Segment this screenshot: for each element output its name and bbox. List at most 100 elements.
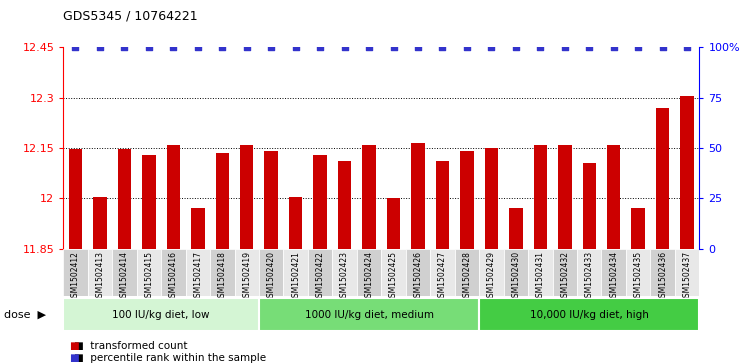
Point: [167, 44, 179, 50]
Point: [289, 44, 301, 50]
Bar: [259, 249, 283, 296]
Bar: [461, 151, 474, 249]
Bar: [607, 145, 620, 249]
Point: [266, 44, 278, 50]
Bar: [68, 148, 82, 249]
Bar: [259, 298, 479, 331]
Point: [69, 44, 81, 50]
Bar: [63, 298, 259, 331]
Text: ■  transformed count: ■ transformed count: [74, 340, 188, 351]
Bar: [558, 145, 571, 249]
Point: [388, 44, 400, 50]
Point: [118, 44, 130, 50]
Bar: [533, 145, 547, 249]
Bar: [583, 163, 596, 249]
Bar: [509, 208, 522, 249]
Point: [485, 44, 497, 50]
Text: GSM1502415: GSM1502415: [144, 251, 153, 302]
Point: [583, 44, 595, 50]
Bar: [455, 249, 479, 296]
Text: 100 IU/kg diet, low: 100 IU/kg diet, low: [112, 310, 210, 320]
Bar: [528, 249, 553, 296]
Bar: [405, 249, 430, 296]
Bar: [216, 153, 229, 249]
Text: GSM1502421: GSM1502421: [291, 251, 300, 302]
Bar: [289, 197, 302, 249]
Bar: [88, 249, 112, 296]
Point: [682, 44, 693, 50]
Text: GSM1502422: GSM1502422: [315, 251, 324, 302]
Bar: [553, 249, 577, 296]
Bar: [338, 161, 351, 249]
Text: GSM1502436: GSM1502436: [658, 251, 667, 302]
Bar: [167, 145, 180, 249]
Bar: [650, 249, 675, 296]
Bar: [234, 249, 259, 296]
Text: GSM1502428: GSM1502428: [463, 251, 472, 302]
Bar: [382, 249, 405, 296]
Text: GSM1502432: GSM1502432: [560, 251, 569, 302]
Bar: [632, 208, 645, 249]
Text: GSM1502431: GSM1502431: [536, 251, 545, 302]
Bar: [63, 249, 88, 296]
Bar: [283, 249, 308, 296]
Text: GSM1502429: GSM1502429: [487, 251, 496, 302]
Text: ■: ■: [69, 340, 79, 351]
Text: GSM1502425: GSM1502425: [389, 251, 398, 302]
Bar: [577, 249, 601, 296]
Bar: [142, 155, 155, 249]
Point: [608, 44, 620, 50]
Point: [143, 44, 155, 50]
Text: GSM1502430: GSM1502430: [511, 251, 520, 302]
Text: dose  ▶: dose ▶: [4, 310, 45, 320]
Bar: [112, 249, 137, 296]
Text: GSM1502417: GSM1502417: [193, 251, 202, 302]
Bar: [308, 249, 333, 296]
Text: ■: ■: [69, 352, 79, 363]
Text: GSM1502413: GSM1502413: [95, 251, 104, 302]
Text: GSM1502412: GSM1502412: [71, 251, 80, 302]
Point: [510, 44, 522, 50]
Text: GSM1502434: GSM1502434: [609, 251, 618, 302]
Bar: [430, 249, 455, 296]
Bar: [313, 155, 327, 249]
Text: GSM1502419: GSM1502419: [243, 251, 251, 302]
Text: 10,000 IU/kg diet, high: 10,000 IU/kg diet, high: [530, 310, 649, 320]
Bar: [240, 144, 254, 249]
Bar: [656, 107, 670, 249]
Point: [559, 44, 571, 50]
Point: [461, 44, 473, 50]
Text: GSM1502426: GSM1502426: [414, 251, 423, 302]
Text: GSM1502435: GSM1502435: [634, 251, 643, 302]
Text: GSM1502433: GSM1502433: [585, 251, 594, 302]
Point: [314, 44, 326, 50]
Point: [534, 44, 546, 50]
Bar: [191, 208, 205, 249]
Bar: [601, 249, 626, 296]
Bar: [161, 249, 185, 296]
Bar: [333, 249, 357, 296]
Bar: [362, 144, 376, 249]
Text: 1000 IU/kg diet, medium: 1000 IU/kg diet, medium: [304, 310, 434, 320]
Bar: [93, 197, 106, 249]
Bar: [504, 249, 528, 296]
Text: GSM1502423: GSM1502423: [340, 251, 349, 302]
Bar: [479, 298, 699, 331]
Text: ■  percentile rank within the sample: ■ percentile rank within the sample: [74, 352, 266, 363]
Point: [217, 44, 228, 50]
Point: [94, 44, 106, 50]
Bar: [484, 148, 498, 249]
Point: [241, 44, 253, 50]
Bar: [185, 249, 210, 296]
Bar: [436, 161, 449, 249]
Point: [339, 44, 350, 50]
Bar: [387, 198, 400, 249]
Point: [657, 44, 669, 50]
Text: GSM1502427: GSM1502427: [438, 251, 447, 302]
Bar: [210, 249, 234, 296]
Bar: [137, 249, 161, 296]
Text: GSM1502418: GSM1502418: [218, 251, 227, 302]
Point: [632, 44, 644, 50]
Point: [437, 44, 449, 50]
Bar: [479, 249, 504, 296]
